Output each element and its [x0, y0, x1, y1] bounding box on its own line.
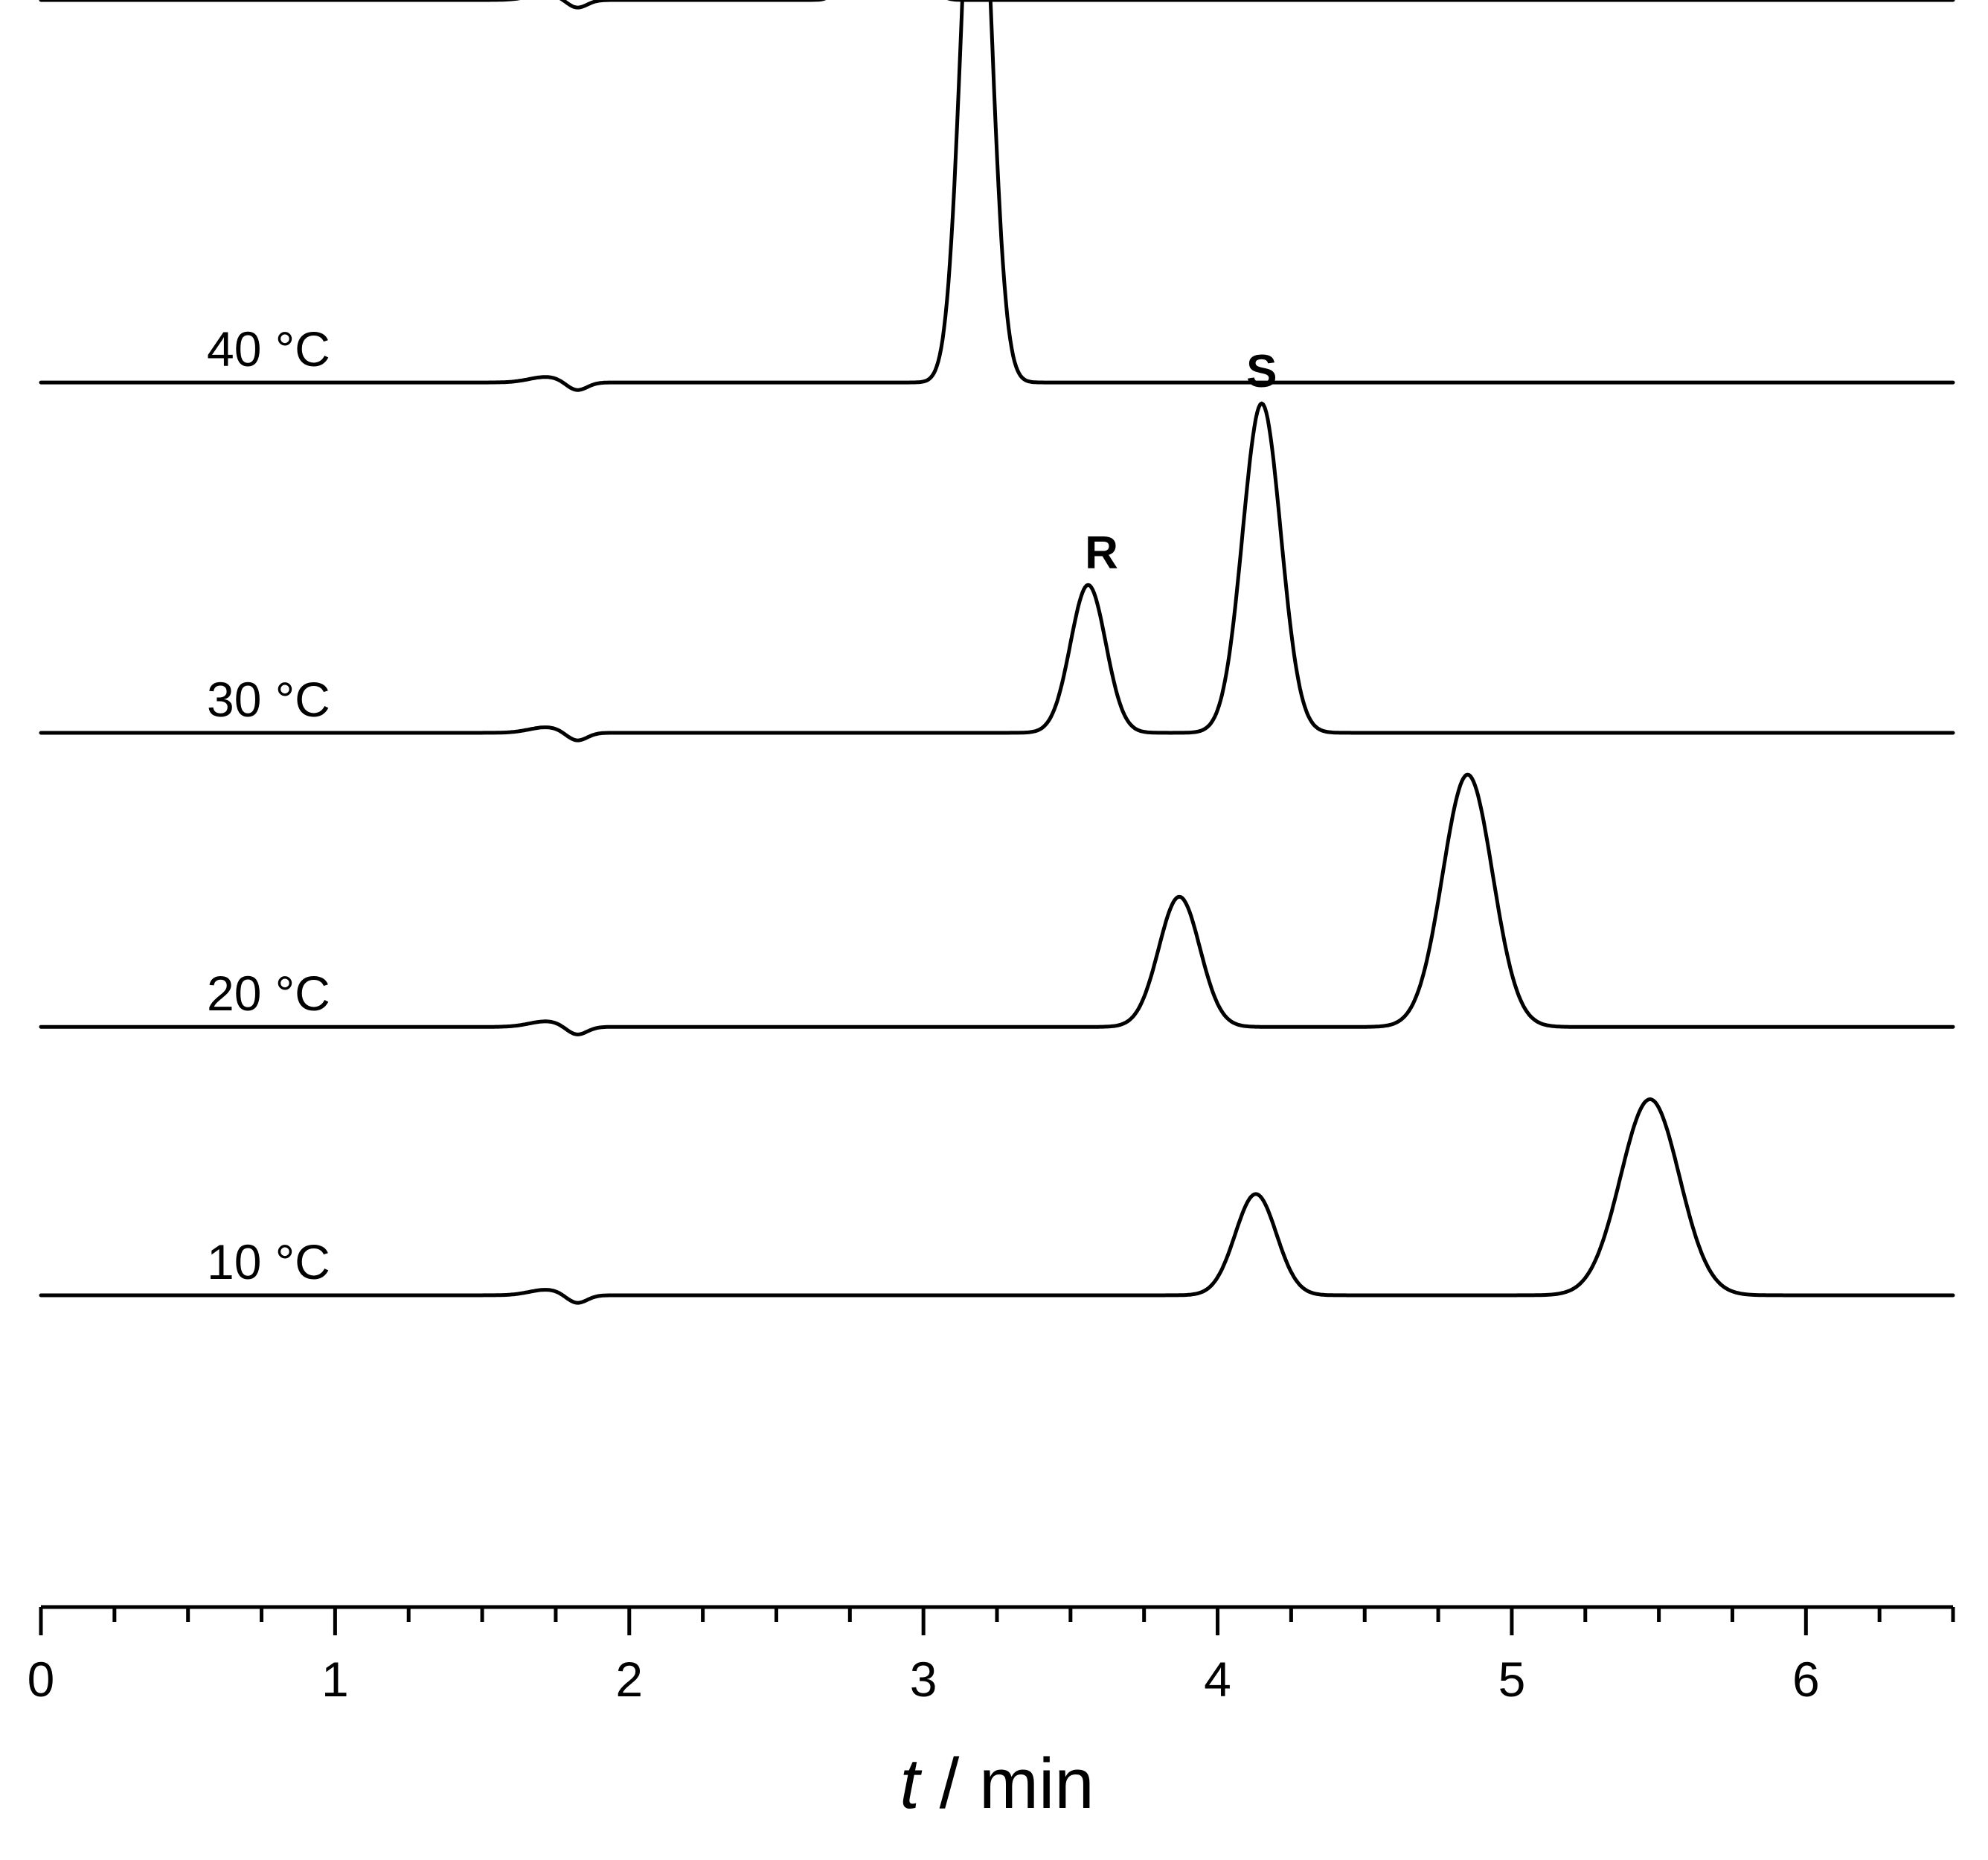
x-axis-title: t / min — [900, 1744, 1094, 1824]
x-tick-label: 4 — [1204, 1652, 1231, 1707]
x-axis-title-unit: / min — [920, 1744, 1094, 1824]
x-tick-label: 1 — [321, 1652, 349, 1707]
trace-temperature-label: 10 °C — [207, 1234, 330, 1289]
peak-label-group: SRRS — [1085, 346, 1277, 579]
trace-line — [39, 401, 1955, 743]
trace-line — [39, 772, 1955, 1036]
x-axis-ticks — [39, 1607, 1955, 1635]
x-axis-tick-labels: 0 1 2 3 4 5 6 — [28, 1652, 1820, 1707]
trace-line — [39, 0, 1955, 10]
trace-temperature-label: 40 °C — [207, 321, 330, 376]
x-tick-label: 5 — [1498, 1652, 1526, 1707]
x-tick-label: 2 — [615, 1652, 643, 1707]
peak-label: R — [1085, 527, 1118, 579]
trace-group — [39, 0, 1955, 1305]
trace-line — [39, 0, 1955, 392]
x-tick-label: 0 — [28, 1652, 55, 1707]
peak-label: S — [1246, 346, 1277, 397]
trace-line — [39, 1097, 1955, 1305]
trace-label-group: 50 °C40 °C30 °C20 °C10 °C — [207, 321, 330, 1289]
x-axis-title-variable: t — [900, 1744, 922, 1824]
x-tick-label: 6 — [1792, 1652, 1820, 1707]
x-axis: 0 1 2 3 4 5 6 — [28, 1605, 1955, 1707]
trace-temperature-label: 30 °C — [207, 672, 330, 727]
x-tick-label: 3 — [910, 1652, 937, 1707]
trace-temperature-label: 20 °C — [207, 966, 330, 1021]
